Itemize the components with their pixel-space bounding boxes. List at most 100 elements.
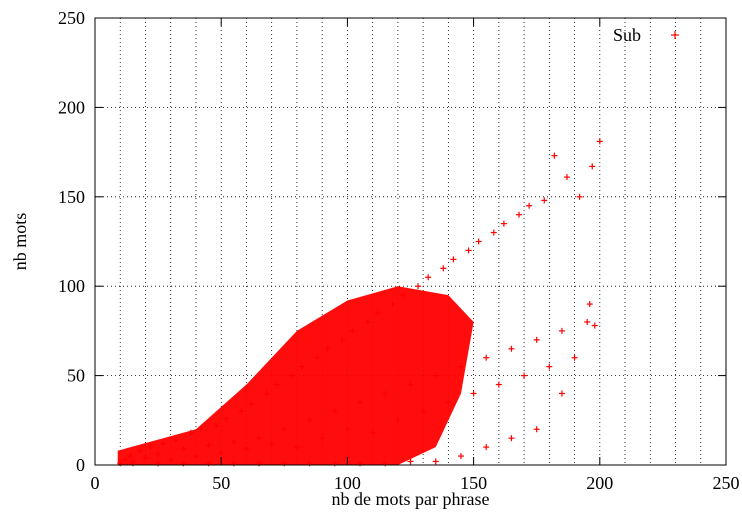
data-point: [180, 445, 187, 452]
x-tick-label: 150: [460, 473, 487, 493]
data-point: [589, 163, 596, 170]
data-point: [268, 440, 275, 447]
data-point: [490, 229, 497, 236]
axes-layer: [94, 17, 727, 466]
legend-series-label: Sub: [613, 25, 641, 45]
data-point: [349, 327, 356, 334]
dense-region: [117, 286, 474, 465]
data-point: [425, 274, 432, 281]
data-point: [450, 256, 457, 263]
data-point: [218, 449, 225, 456]
y-tick-label: 150: [58, 187, 85, 207]
data-point: [440, 265, 447, 272]
data-point: [483, 444, 490, 451]
legend: Sub: [613, 25, 679, 45]
y-tick-label: 200: [58, 97, 85, 117]
data-point: [576, 193, 583, 200]
data-point: [324, 345, 331, 352]
data-point: [293, 444, 300, 451]
x-tick-label: 200: [586, 473, 613, 493]
y-axis-label: nb mots: [10, 213, 30, 271]
data-point: [223, 415, 230, 422]
data-point: [596, 138, 603, 145]
dense-fill-layer: [117, 286, 474, 465]
data-point: [415, 283, 422, 290]
data-point: [298, 363, 305, 370]
data-point: [273, 381, 280, 388]
data-point: [508, 435, 515, 442]
legend-plus-icon: [671, 31, 679, 39]
data-point: [432, 372, 439, 379]
data-point: [558, 390, 565, 397]
data-point: [407, 381, 414, 388]
x-tick-label: 250: [713, 473, 740, 493]
data-point: [122, 456, 129, 463]
data-point: [407, 458, 414, 465]
data-point: [495, 381, 502, 388]
plot-frame: [94, 17, 727, 466]
data-point: [142, 454, 149, 461]
y-tick-label: 100: [58, 276, 85, 296]
data-point: [369, 429, 376, 436]
data-point: [584, 318, 591, 325]
data-point: [374, 310, 381, 317]
data-point: [357, 399, 364, 406]
data-point: [399, 292, 406, 299]
data-point: [167, 456, 174, 463]
data-point: [551, 152, 558, 159]
data-point: [586, 301, 593, 308]
data-point: [420, 408, 427, 415]
data-point: [314, 354, 321, 361]
data-point: [198, 426, 205, 433]
data-point: [483, 354, 490, 361]
data-point: [137, 447, 144, 454]
data-point: [256, 435, 263, 442]
data-point: [319, 435, 326, 442]
data-point: [331, 408, 338, 415]
ticks-layer: 0 50 100 150 200 250 0 50 100 150 200 250: [58, 8, 740, 493]
data-point: [238, 408, 245, 415]
data-point: [281, 426, 288, 433]
data-point: [382, 390, 389, 397]
data-point: [526, 202, 533, 209]
data-point: [558, 327, 565, 334]
data-point: [521, 372, 528, 379]
y-tick-label: 50: [67, 366, 85, 386]
data-point: [160, 440, 167, 447]
data-point: [500, 220, 507, 227]
data-point: [394, 417, 401, 424]
data-point: [263, 390, 270, 397]
x-tick-label: 0: [91, 473, 100, 493]
data-point: [533, 426, 540, 433]
x-axis-label: nb de mots par phrase: [332, 489, 490, 509]
data-point: [541, 197, 548, 204]
data-point: [155, 451, 162, 458]
data-point: [389, 301, 396, 308]
data-point: [470, 390, 477, 397]
data-point: [192, 453, 199, 460]
data-point: [248, 401, 255, 408]
data-point: [187, 429, 194, 436]
data-point: [457, 363, 464, 370]
y-tick-label: 250: [58, 8, 85, 28]
data-point: [457, 453, 464, 460]
data-point: [546, 363, 553, 370]
data-point: [339, 336, 346, 343]
data-point: [243, 445, 250, 452]
data-point: [516, 211, 523, 218]
data-point: [465, 247, 472, 254]
data-point: [127, 453, 134, 460]
data-point: [508, 345, 515, 352]
legend-series-marker: [671, 31, 679, 39]
data-point: [147, 444, 154, 451]
data-point: [563, 174, 570, 181]
data-point: [205, 442, 212, 449]
points-layer: [117, 138, 603, 467]
data-point: [306, 417, 313, 424]
data-point: [571, 354, 578, 361]
data-point: [432, 458, 439, 465]
data-point: [213, 422, 220, 429]
data-point: [591, 322, 598, 329]
